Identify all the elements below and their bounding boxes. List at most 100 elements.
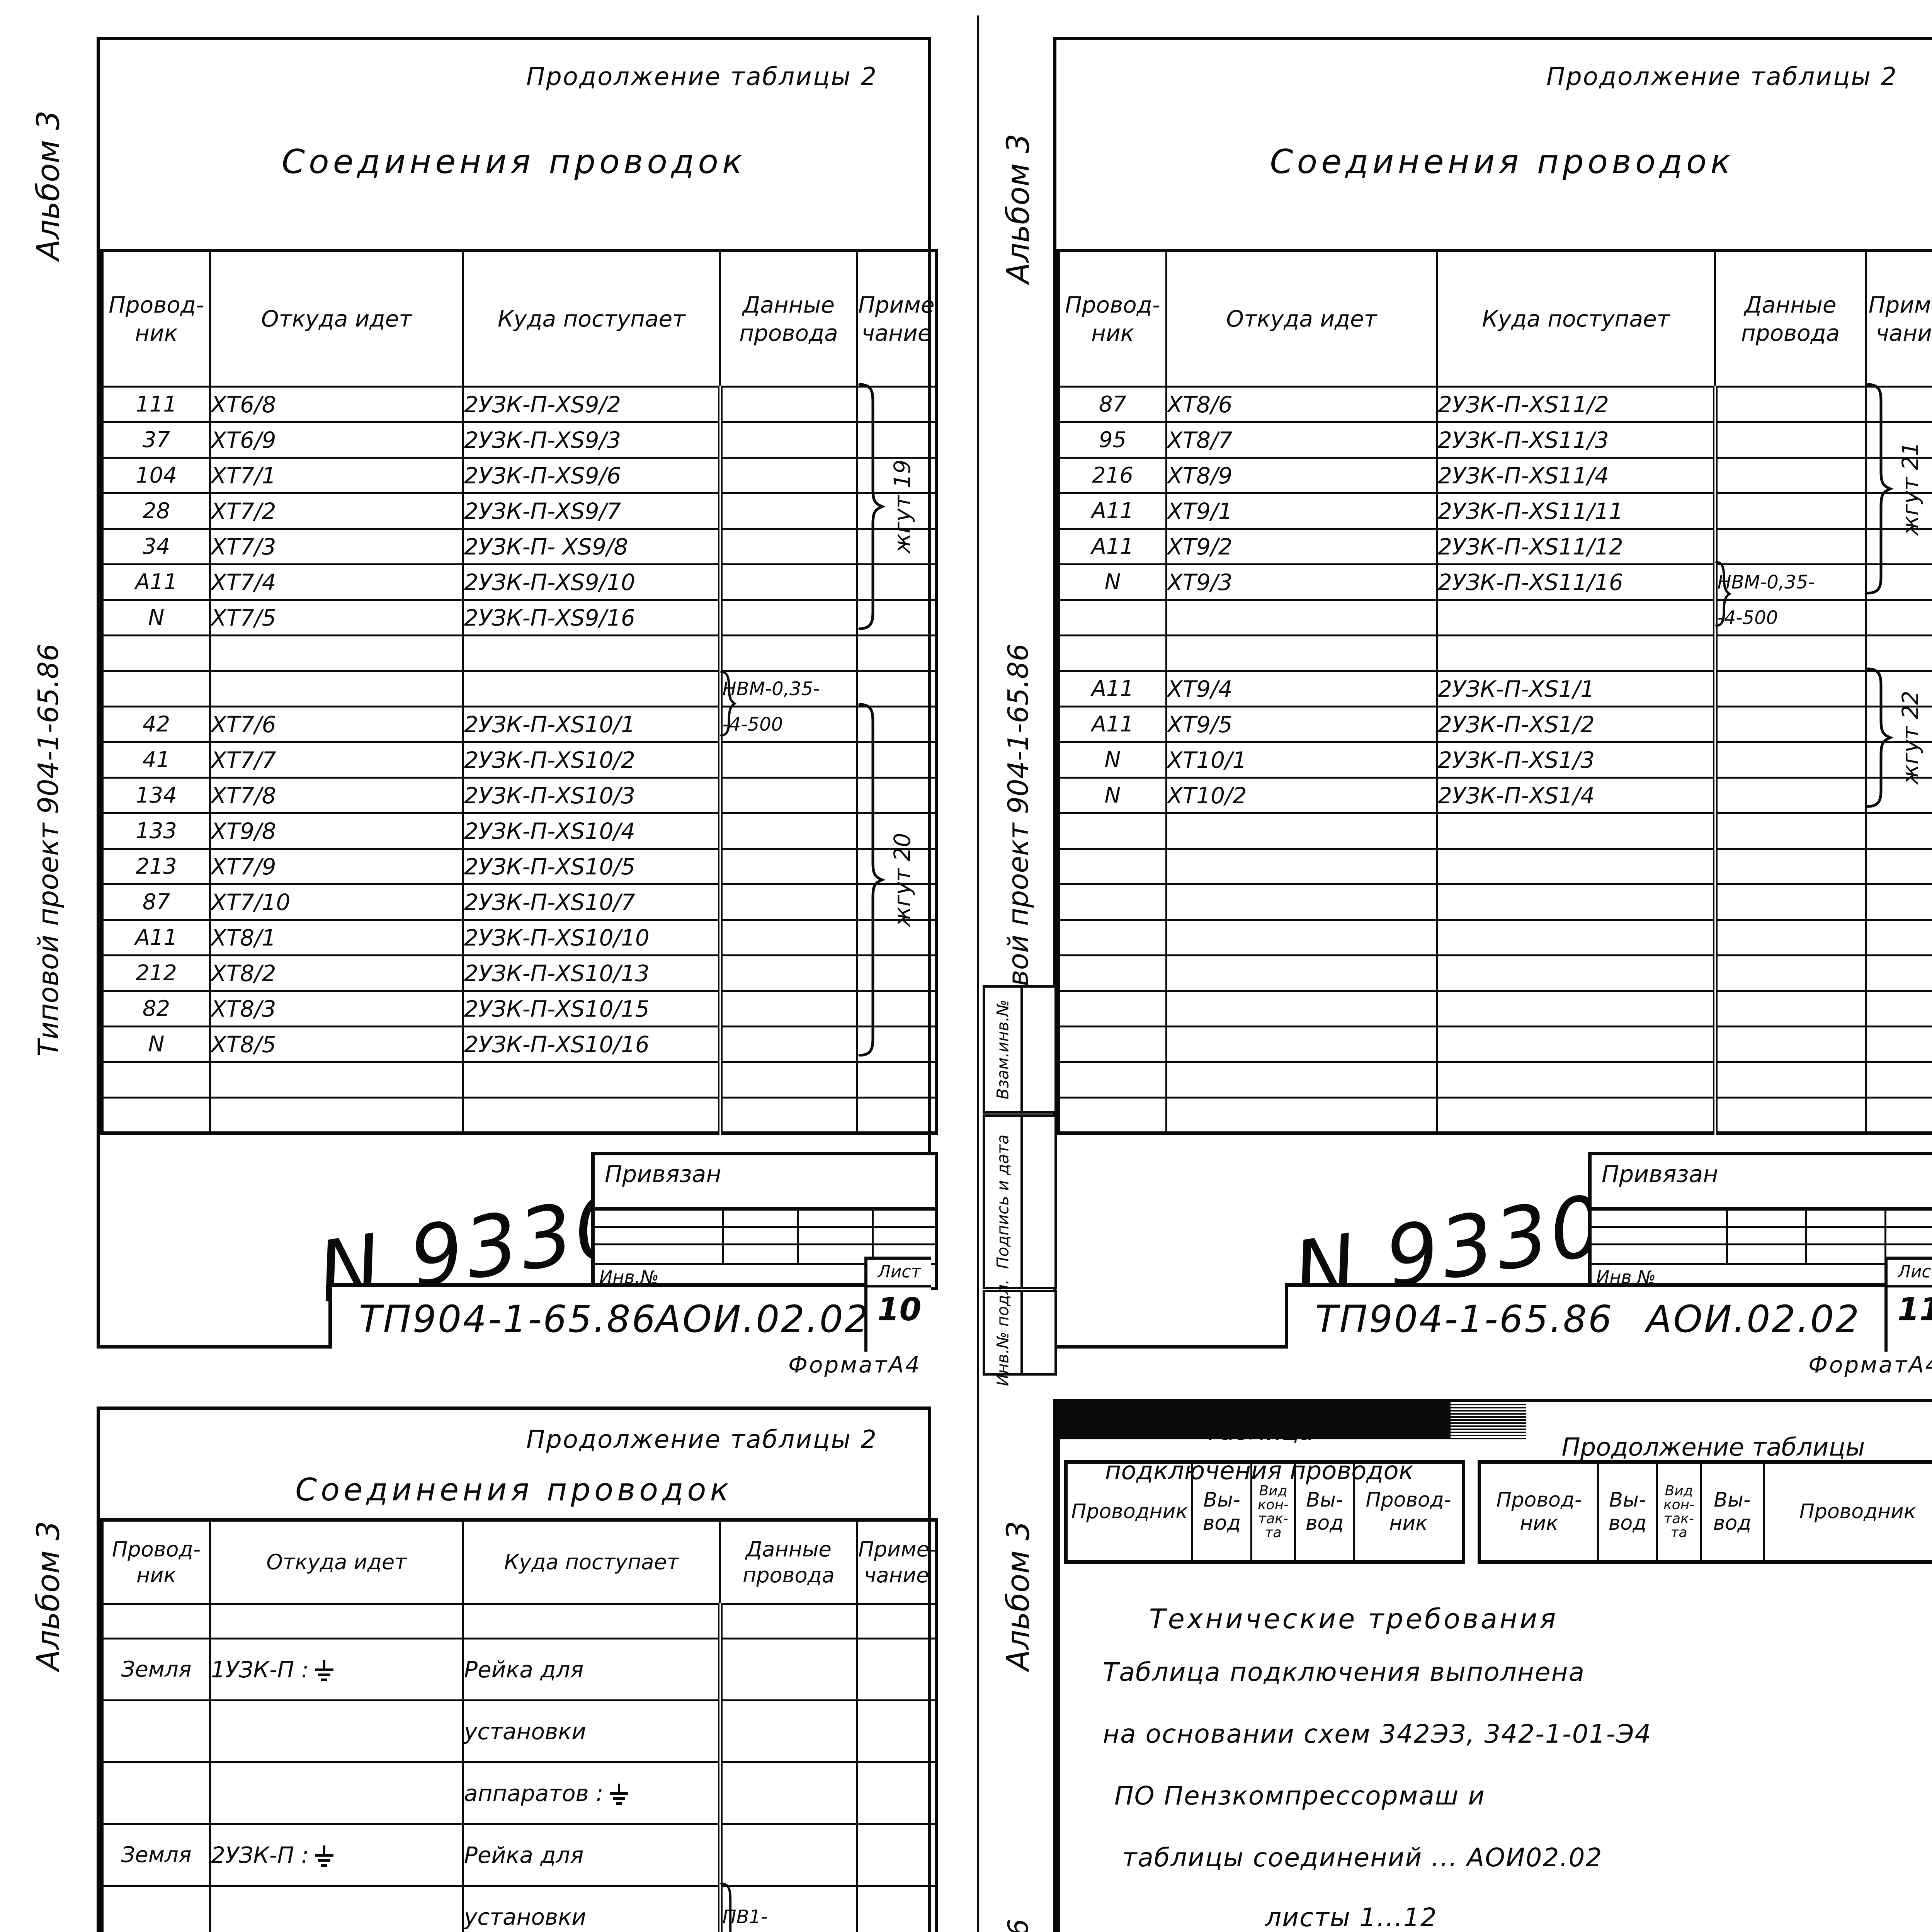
table-cell [856, 599, 937, 636]
sheet-top-right: Продолжение таблицы 2 Соединения проводо… [1053, 37, 1932, 1352]
table-cell [1713, 386, 1867, 423]
table-cell [1057, 990, 1167, 1027]
table-cell [718, 741, 858, 779]
table-cell: 37 [101, 421, 211, 459]
table-cell [1713, 528, 1867, 565]
stamp-grid-cell [1592, 1210, 1728, 1228]
album-label: Альбом 3 [30, 111, 66, 260]
col-header-conductor: Провод- ник [1057, 250, 1167, 388]
tech-requirement-line: на основании схем 342ЭЗ, 342-1-01-Э4 [1103, 1719, 1652, 1749]
table-cell [101, 1097, 211, 1134]
sheet-number-box: Лист 10 [864, 1257, 931, 1352]
table-cell [1165, 1026, 1438, 1063]
table-cell [1865, 457, 1932, 494]
stamp-strip-box: Инв.№ подл. [983, 1279, 1057, 1386]
table-cell [856, 706, 937, 743]
ground-icon [315, 1845, 334, 1867]
table-cell [101, 1061, 211, 1099]
table-cell: ХТ7/8 [209, 777, 464, 814]
col-header-from: Откуда идет [209, 1519, 464, 1605]
table-cell: 212 [101, 954, 211, 992]
table-cell [1436, 919, 1716, 956]
table-cell [1865, 954, 1932, 992]
table-cell [209, 1885, 464, 1932]
table-cell [1165, 919, 1438, 956]
table-cell [1057, 883, 1167, 921]
table-cell: N [101, 1026, 211, 1063]
table-cell [718, 777, 858, 814]
grid-line [1056, 1425, 1526, 1427]
table-row: А11 ХТ9/1 2УЗК-П-ХS11/11 [1057, 492, 1932, 530]
table-cell: ХТ8/3 [209, 990, 464, 1027]
table-cell: ХТ9/8 [209, 812, 464, 850]
stamp-grid-cell [873, 1211, 935, 1228]
table-cell [856, 848, 937, 885]
table-cell [1057, 1061, 1167, 1099]
stamp-grid-cell [595, 1228, 724, 1246]
sheet-number: 11 [1897, 1291, 1932, 1328]
table-cell: N [1057, 741, 1167, 779]
col-header-wire-data: Данные провода [719, 1519, 858, 1605]
stamp-grid-cell [1592, 1245, 1728, 1263]
table-row: 87 ХТ7/10 2УЗК-П-ХS10/7 [101, 883, 937, 921]
table-cell: установки [462, 1885, 721, 1932]
table-cell [1865, 1097, 1932, 1134]
table-row: 104 ХТ7/1 2УЗК-П-ХS9/6 [101, 457, 937, 494]
table-row [101, 1061, 937, 1099]
table-cell [856, 1603, 937, 1639]
table-cell: 2УЗК-П-ХS10/2 [462, 741, 721, 779]
table-cell [1865, 563, 1932, 601]
table-cell: НВМ-0,35- [718, 670, 858, 707]
table-cell: ХТ7/10 [209, 883, 464, 921]
col-header: Вид кон- так- та [1658, 1464, 1702, 1560]
table-cell [1713, 741, 1867, 779]
table-cell: 2УЗК-П-ХS1/1 [1436, 670, 1716, 707]
table-cell [1865, 883, 1932, 921]
sheet-top-left: Продолжение таблицы 2 Соединения проводо… [97, 37, 938, 1352]
table-cell: 2УЗК-П-ХS9/10 [462, 563, 721, 601]
table-row: Земля 2УЗК-П : Рейка для [101, 1823, 937, 1887]
stamp-grid-cell [799, 1210, 874, 1228]
table-cell [1713, 670, 1867, 707]
table-row: 34 ХТ7/3 2УЗК-П- ХS9/8 [101, 528, 937, 565]
col-header-wire-data: Данные провода [719, 250, 858, 388]
table-row: 95 ХТ8/7 2УЗК-П-ХS11/3 [1057, 421, 1932, 459]
table-cell: 213 [101, 848, 211, 885]
table-cell [1436, 1026, 1716, 1063]
table-cell: Земля [101, 1823, 211, 1887]
table-cell: 41 [101, 741, 211, 779]
stamp-strip-label-cell: Взам.инв.№ [985, 988, 1023, 1111]
table-cell [1713, 706, 1867, 743]
stamp-grid-cell [1728, 1245, 1807, 1263]
table-cell [856, 492, 937, 530]
table-cell: 95 [1057, 421, 1167, 459]
harness-brace [1715, 561, 1732, 627]
table-cell [1865, 1026, 1932, 1063]
table-cell [718, 1823, 858, 1887]
harness-label: жгут 22 [1897, 690, 1923, 785]
table-cell [1713, 990, 1867, 1027]
table-cell: 87 [1057, 386, 1167, 423]
col-header-to: Куда поступает [462, 250, 721, 388]
table-cell [101, 670, 211, 707]
table-cell: аппаратов : [462, 1761, 721, 1825]
format-label: ФорматА4 [788, 1352, 921, 1378]
table-cell [1436, 599, 1716, 636]
table-row [101, 1097, 937, 1134]
table-row: N ХТ7/5 2УЗК-П-ХS9/16 [101, 599, 937, 636]
table-cell [718, 883, 858, 921]
col-header-note: Приме- чание [856, 250, 937, 388]
project-label: Типовой проект 904-1-65.86 [985, 1874, 1051, 1932]
table-cell [718, 1603, 858, 1639]
table-cell [718, 599, 858, 636]
table-cell: ХТ8/9 [1165, 457, 1438, 494]
table-cell [1165, 634, 1438, 672]
col-header: Проводник [1799, 1500, 1916, 1524]
table-cell [718, 634, 858, 672]
table-cell [1865, 634, 1932, 672]
project-label: Типовой проект 904-1-65.86 [32, 643, 65, 1057]
table-cell [1713, 1061, 1867, 1099]
table-cell: 2УЗК-П-ХS10/3 [462, 777, 721, 814]
grid-line [1056, 1408, 1451, 1410]
connection-table-header: Проводник Вы- вод Вид кон- так- та Вы- вод П… [1064, 1460, 1465, 1564]
